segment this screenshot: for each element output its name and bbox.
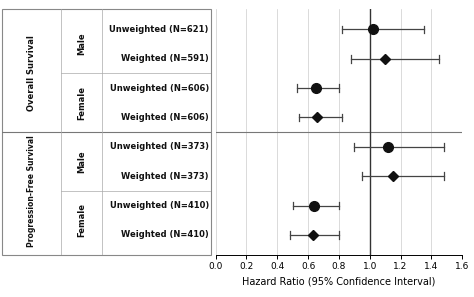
Text: Unweighted (N=606): Unweighted (N=606) [109,84,209,93]
Text: Male: Male [77,150,86,173]
Text: Weighted (N=591): Weighted (N=591) [121,54,209,63]
Text: Female: Female [77,86,86,120]
Text: Overall Survival: Overall Survival [27,36,36,111]
Text: Female: Female [77,203,86,237]
Text: Male: Male [77,33,86,56]
Text: Weighted (N=373): Weighted (N=373) [121,172,209,181]
Text: Weighted (N=410): Weighted (N=410) [121,230,209,239]
Text: Unweighted (N=410): Unweighted (N=410) [109,201,209,210]
Text: Progression-Free Survival: Progression-Free Survival [27,135,36,247]
Text: Unweighted (N=373): Unweighted (N=373) [110,142,209,151]
X-axis label: Hazard Ratio (95% Confidence Interval): Hazard Ratio (95% Confidence Interval) [242,277,436,287]
Text: Unweighted (N=621): Unweighted (N=621) [109,25,209,34]
Text: Weighted (N=606): Weighted (N=606) [121,113,209,122]
